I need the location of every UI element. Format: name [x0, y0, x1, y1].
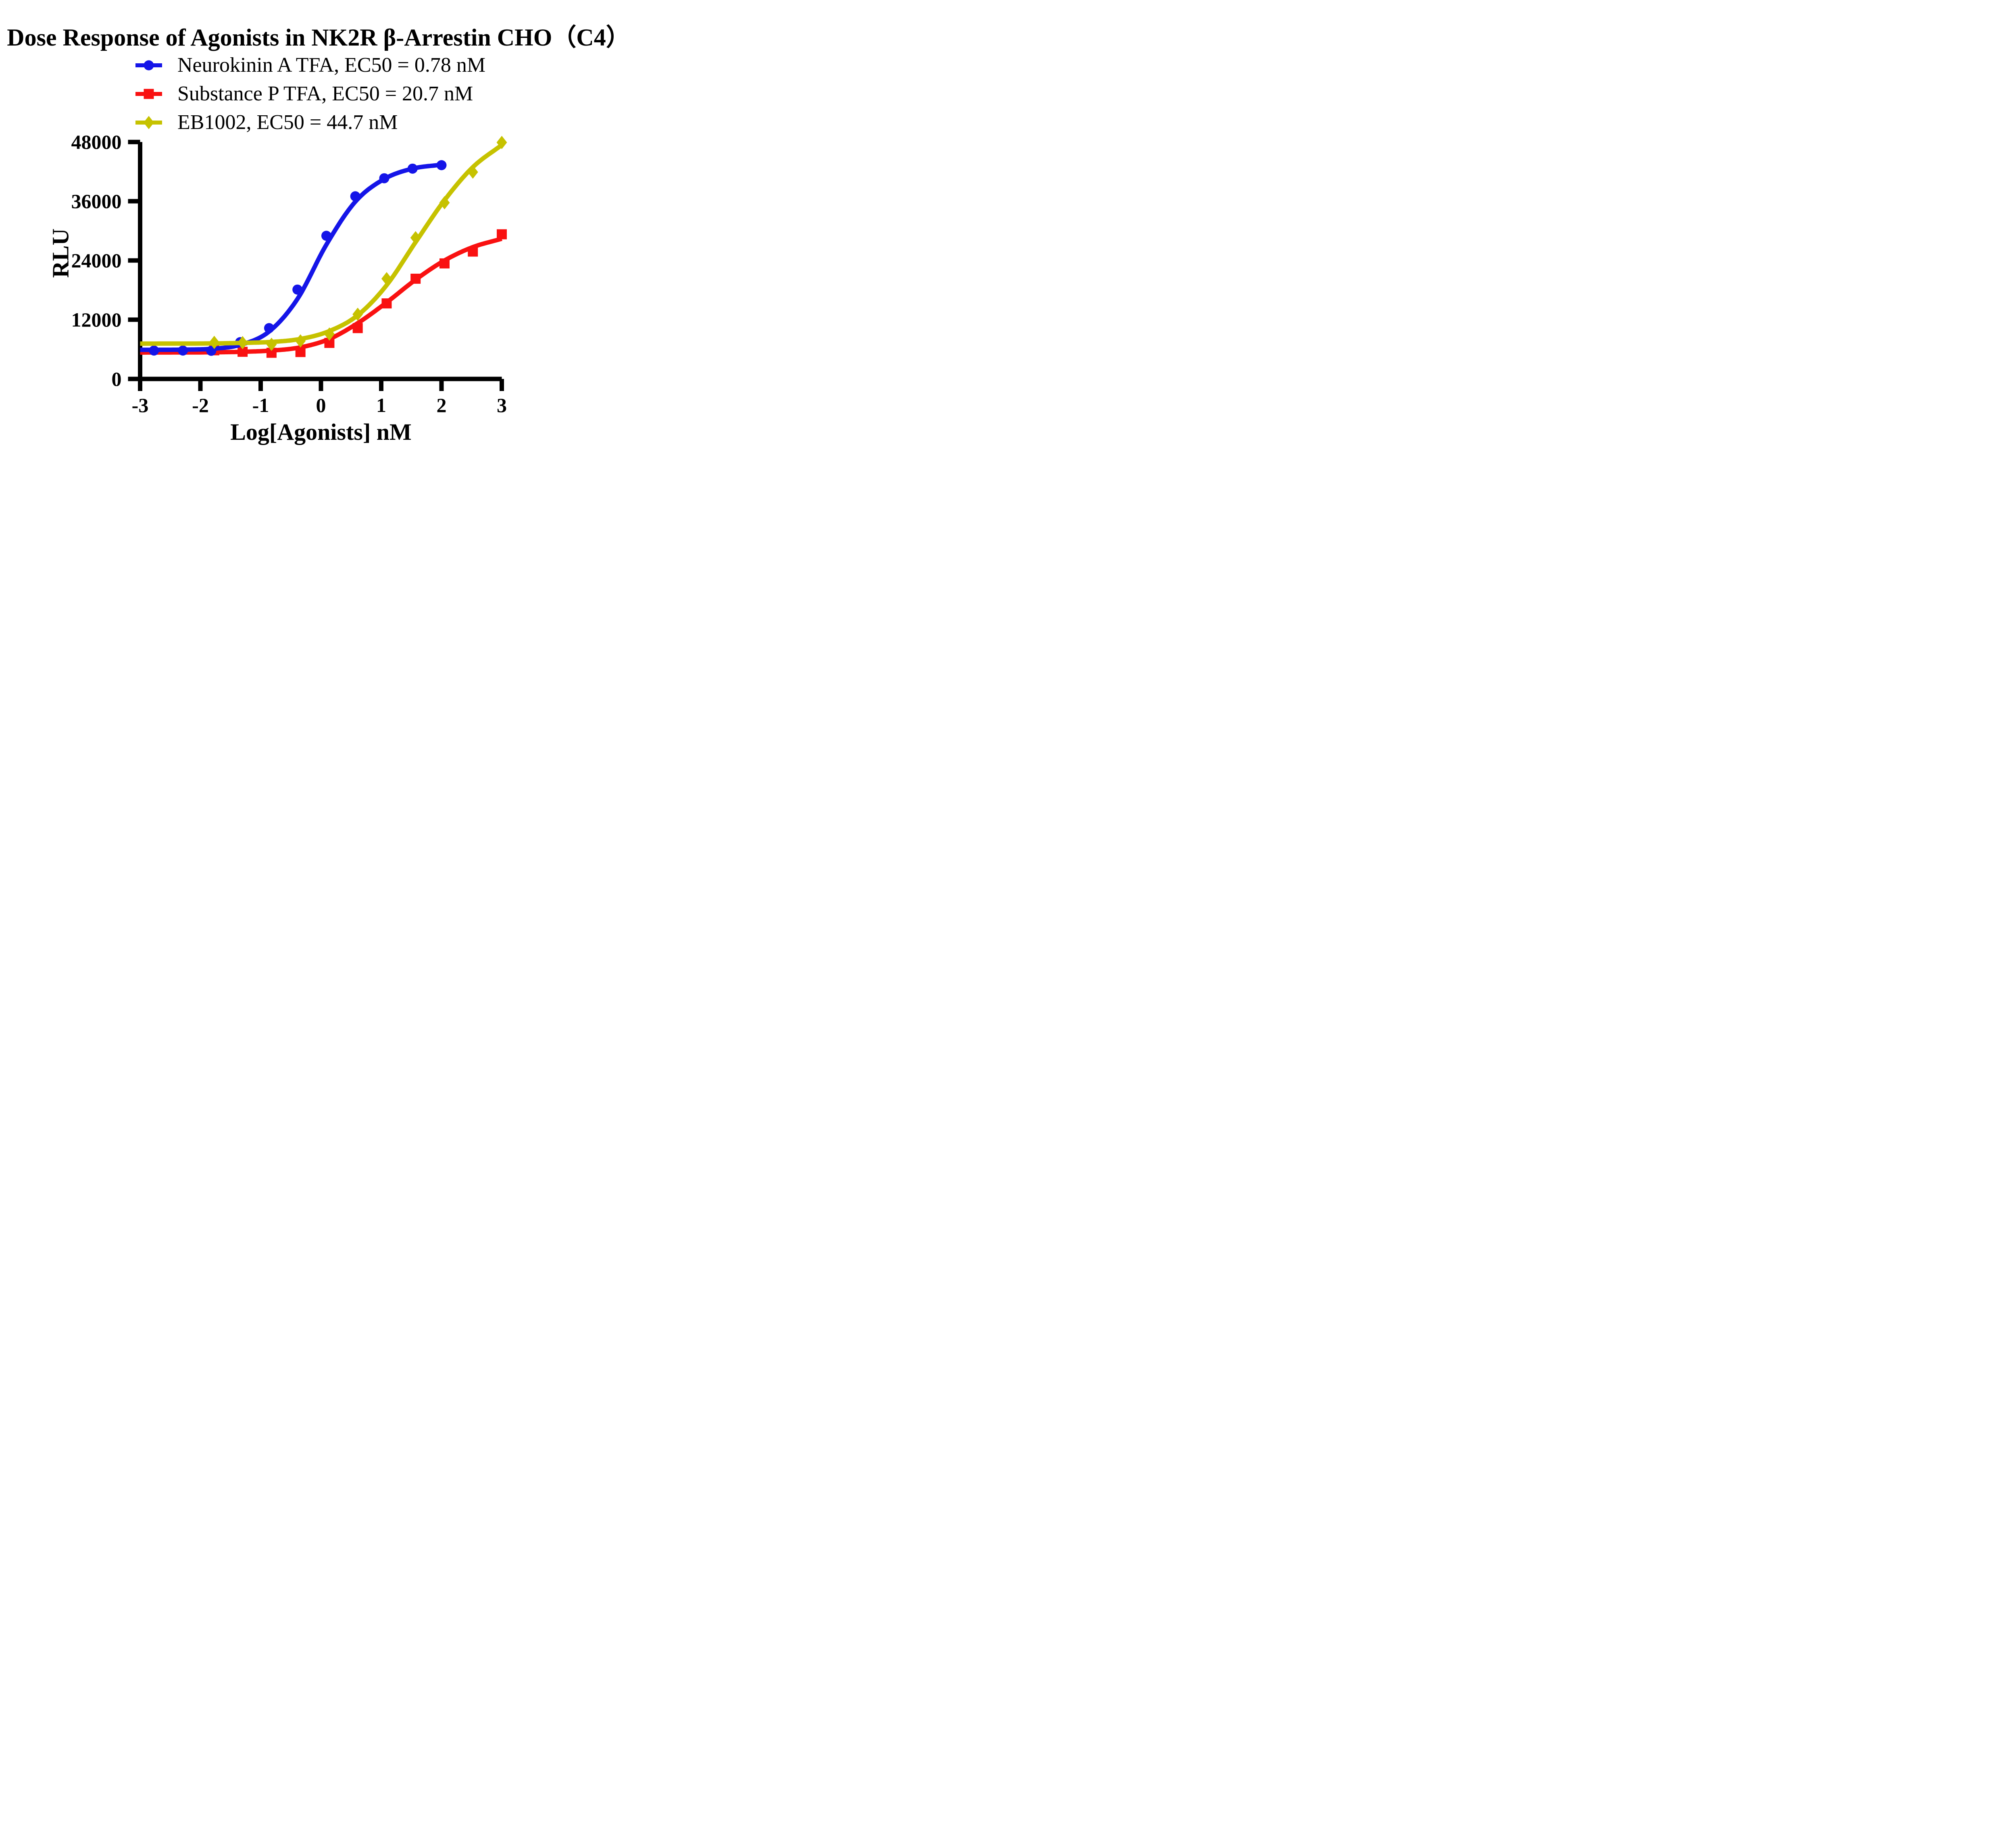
- data-point-diamond: [496, 135, 507, 149]
- y-tick-label: 24000: [71, 249, 122, 272]
- data-point-diamond: [237, 336, 248, 350]
- data-point-square: [497, 229, 507, 239]
- chart-title: Dose Response of Agonists in NK2R β-Arre…: [7, 24, 630, 51]
- legend: Neurokinin A TFA, EC50 = 0.78 nM Substan…: [135, 51, 485, 137]
- x-tick-label: 3: [497, 394, 507, 416]
- data-point-circle: [436, 160, 447, 171]
- y-tick-label: 0: [112, 368, 122, 390]
- legend-item-eb1002: EB1002, EC50 = 44.7 nM: [135, 108, 485, 137]
- blue-circle-marker-icon: [135, 60, 162, 70]
- x-axis-title: Log[Agonists] nM: [230, 419, 412, 445]
- data-point-square: [410, 273, 421, 284]
- data-point-diamond: [467, 165, 478, 179]
- yellow-diamond-marker-icon: [135, 116, 162, 129]
- data-point-diamond: [381, 272, 392, 285]
- data-point-square: [468, 246, 478, 257]
- x-tick-label: -3: [132, 394, 149, 416]
- data-point-diamond: [324, 327, 335, 341]
- x-tick-label: -1: [252, 394, 269, 416]
- data-point-circle: [178, 345, 188, 356]
- legend-label: Neurokinin A TFA, EC50 = 0.78 nM: [177, 54, 486, 77]
- data-point-circle: [321, 231, 331, 241]
- legend-item-neurokinin-a: Neurokinin A TFA, EC50 = 0.78 nM: [135, 51, 485, 79]
- y-tick-label: 12000: [71, 308, 122, 331]
- x-tick-label: 0: [316, 394, 326, 416]
- data-point-diamond: [209, 335, 220, 349]
- plot-area: -3 -2 -1 0 1 2 3 0 12000 24000 36000 48000: [71, 131, 507, 416]
- data-point-diamond: [352, 308, 363, 321]
- data-point-circle: [379, 173, 389, 183]
- data-point-square: [381, 298, 392, 309]
- data-point-square: [295, 347, 306, 357]
- data-point-circle: [350, 191, 360, 202]
- figure-page: Dose Response of Agonists in NK2R β-Arre…: [0, 0, 637, 459]
- data-point-diamond: [439, 196, 450, 210]
- data-point-circle: [149, 345, 159, 356]
- x-tick-label: -2: [192, 394, 209, 416]
- data-point-diamond: [295, 334, 306, 348]
- series-fit-line: [140, 162, 442, 352]
- legend-label: EB1002, EC50 = 44.7 nM: [177, 111, 398, 134]
- data-point-circle: [264, 323, 274, 333]
- legend-label: Substance P TFA, EC50 = 20.7 nM: [177, 82, 473, 105]
- y-axis-title: RLU: [47, 228, 74, 278]
- x-tick-label: 2: [437, 394, 447, 416]
- data-point-circle: [407, 163, 418, 174]
- series-fit-line: [140, 143, 503, 346]
- data-point-square: [352, 323, 363, 333]
- y-tick-label: 48000: [71, 131, 122, 153]
- data-point-diamond: [266, 337, 277, 351]
- data-point-diamond: [410, 231, 421, 245]
- data-point-square: [439, 258, 450, 268]
- y-tick-label: 36000: [71, 190, 122, 212]
- legend-item-substance-p: Substance P TFA, EC50 = 20.7 nM: [135, 79, 485, 108]
- red-square-marker-icon: [135, 89, 162, 99]
- data-point-circle: [292, 284, 303, 295]
- x-tick-label: 1: [376, 394, 386, 416]
